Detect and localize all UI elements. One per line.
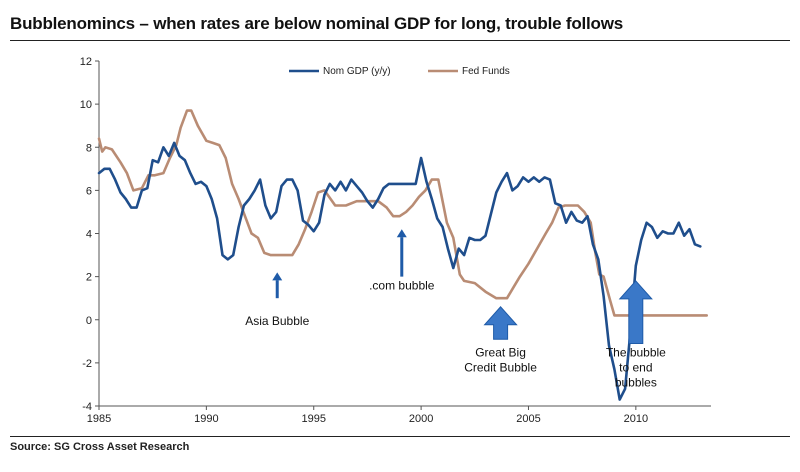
y-tick-label: 8 [86, 142, 92, 154]
annotation-arrowhead [396, 229, 407, 238]
y-tick-label: -2 [82, 358, 92, 370]
series-line-fed-funds [97, 109, 708, 317]
y-tick-label: 2 [86, 272, 92, 284]
x-tick-label: 1995 [301, 413, 325, 425]
annotation-label: The bubble [606, 345, 666, 359]
chart-axes: -4 -2 0 2 4 6 8 10 12 1985 1990 1995 2000 2005 2010 [80, 56, 711, 425]
legend-label: Fed Funds [462, 66, 510, 77]
x-tick-label: 1985 [87, 413, 111, 425]
x-tick-label: 2000 [409, 413, 433, 425]
annotation-label: to end [619, 360, 652, 374]
y-tick-label: 10 [80, 99, 92, 111]
chart-title: Bubblenomincs – when rates are below nom… [10, 14, 624, 33]
title-rule [10, 40, 790, 41]
chart-legend: Nom GDP (y/y) Fed Funds [289, 66, 510, 77]
annotation-label: .com bubble [369, 279, 435, 293]
annotation-label: Credit Bubble [464, 360, 537, 374]
annotation-label: bubbles [615, 375, 657, 389]
annotation-label: Asia Bubble [245, 314, 309, 328]
y-tick-label: 6 [86, 185, 92, 197]
legend-label: Nom GDP (y/y) [323, 66, 391, 77]
annotation-arrowhead [272, 272, 283, 281]
x-tick-label: 2005 [516, 413, 540, 425]
chart-series [97, 109, 708, 401]
x-tick-label: 1990 [194, 413, 218, 425]
y-tick-label: 4 [86, 229, 92, 241]
annotation-label: Great Big [475, 345, 526, 359]
annotation-block-arrow [483, 306, 518, 340]
source-rule [10, 436, 790, 437]
y-tick-label: -4 [82, 401, 92, 413]
x-tick-label: 2010 [624, 413, 648, 425]
series-line-nom-gdp [97, 141, 702, 401]
y-tick-label: 0 [86, 315, 92, 327]
annotation-block-arrow [618, 280, 653, 344]
source-note: Source: SG Cross Asset Research [10, 441, 190, 453]
y-tick-label: 12 [80, 56, 92, 68]
